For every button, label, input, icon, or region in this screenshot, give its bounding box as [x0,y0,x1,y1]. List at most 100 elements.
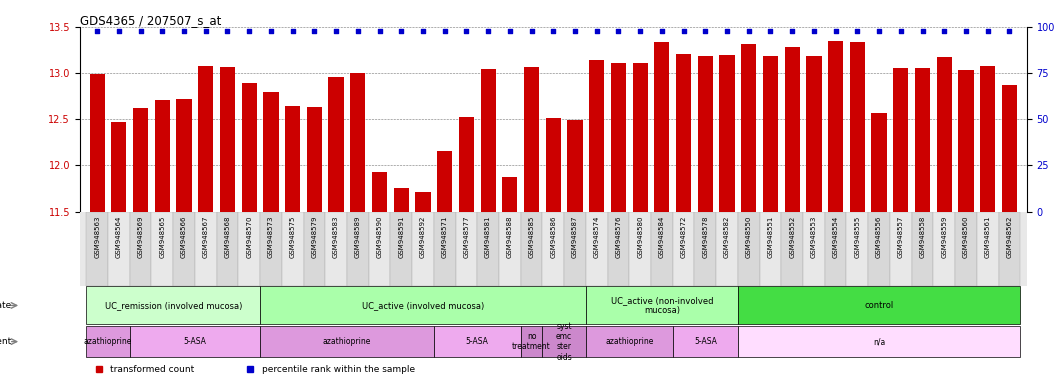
Bar [368,212,390,286]
Bar [415,192,431,212]
Point [979,28,996,34]
Bar [455,212,478,286]
Point [154,28,171,34]
Bar [980,66,995,212]
Bar [112,122,127,212]
Text: GDS4365 / 207507_s_at: GDS4365 / 207507_s_at [80,14,221,27]
Point [523,28,541,34]
Text: percentile rank within the sample: percentile rank within the sample [262,364,415,374]
Bar [586,326,672,358]
Point [176,28,193,34]
Bar [543,212,564,286]
Bar [306,107,322,212]
Point [805,28,822,34]
Bar [502,177,517,212]
Text: GSM948571: GSM948571 [442,215,448,258]
Bar [86,286,260,324]
Point [762,28,779,34]
Text: n/a: n/a [872,337,885,346]
Bar [86,212,109,286]
Point [718,28,735,34]
Bar [478,212,499,286]
Text: GSM948557: GSM948557 [898,215,903,258]
Point [741,28,758,34]
Bar [915,68,930,212]
Bar [217,212,238,286]
Bar [499,212,520,286]
Bar [523,66,539,212]
Point [284,28,301,34]
Point [827,28,844,34]
Point [88,28,105,34]
Bar [303,212,326,286]
Bar [611,63,626,212]
Bar [347,212,368,286]
Text: GSM948568: GSM948568 [225,215,231,258]
Bar [955,212,977,286]
Bar [260,326,434,358]
Bar [154,100,170,212]
Text: GSM948583: GSM948583 [333,215,339,258]
Bar [260,212,282,286]
Text: GSM948574: GSM948574 [594,215,600,258]
Text: GSM948565: GSM948565 [160,215,165,258]
Text: GSM948573: GSM948573 [268,215,273,258]
Bar [326,212,347,286]
Text: GSM948587: GSM948587 [572,215,578,258]
Point [132,28,149,34]
Bar [220,66,235,212]
Bar [133,108,148,212]
Text: GSM948562: GSM948562 [1007,215,1012,258]
Bar [825,212,847,286]
Bar [763,56,778,212]
Text: GSM948580: GSM948580 [637,215,643,258]
Text: syst
emc
ster
oids: syst emc ster oids [556,321,572,362]
Bar [263,93,279,212]
Point [436,28,453,34]
Bar [520,212,543,286]
Text: GSM948551: GSM948551 [767,215,774,258]
Text: GSM948556: GSM948556 [876,215,882,258]
Point [393,28,410,34]
Text: GSM948553: GSM948553 [811,215,817,258]
Text: GSM948569: GSM948569 [137,215,144,258]
Point [588,28,605,34]
Text: disease state: disease state [0,301,12,310]
Point [197,28,214,34]
Bar [977,212,998,286]
Text: azathioprine: azathioprine [322,337,371,346]
Bar [350,73,365,212]
Point [935,28,952,34]
Bar [198,66,214,212]
Text: GSM948572: GSM948572 [681,215,686,258]
Point [675,28,692,34]
Bar [130,326,260,358]
Point [501,28,518,34]
Text: GSM948584: GSM948584 [659,215,665,258]
Text: GSM948570: GSM948570 [246,215,252,258]
Bar [329,77,344,212]
Bar [177,99,192,212]
Point [545,28,562,34]
Text: GSM948575: GSM948575 [289,215,296,258]
Bar [672,326,738,358]
Bar [546,118,561,212]
Bar [567,120,583,212]
Text: GSM948554: GSM948554 [833,215,838,258]
Point [349,28,366,34]
Text: UC_active (involved mucosa): UC_active (involved mucosa) [362,301,484,310]
Text: transformed count: transformed count [110,364,195,374]
Bar [434,326,520,358]
Text: GSM948550: GSM948550 [746,215,752,258]
Point [849,28,866,34]
Bar [828,41,844,212]
Bar [738,212,760,286]
Bar [871,113,886,212]
Point [458,28,475,34]
Point [870,28,887,34]
Text: 5-ASA: 5-ASA [694,337,717,346]
Bar [481,70,496,212]
Bar [242,83,256,212]
Bar [86,326,130,358]
Bar [130,212,151,286]
